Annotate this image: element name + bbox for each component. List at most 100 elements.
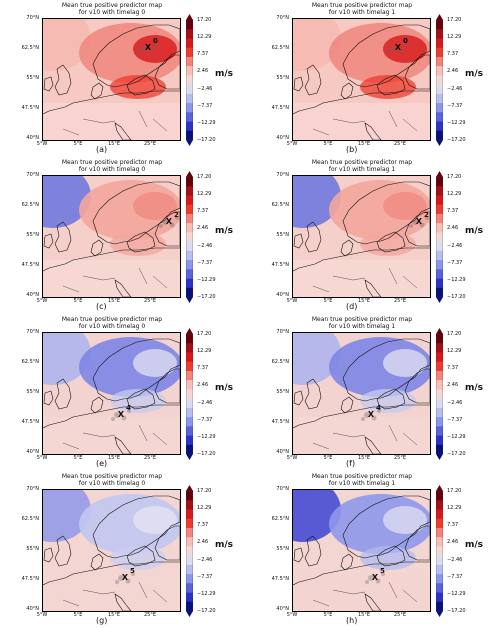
lon-tick-label: 5°W bbox=[36, 298, 48, 304]
lat-tick-label: 62.5°N bbox=[271, 359, 289, 365]
lat-tick-label: 55°N bbox=[26, 389, 39, 395]
lat-tick-label: 47.5°N bbox=[21, 105, 39, 111]
colorbar bbox=[436, 14, 443, 146]
panel-label: (a) bbox=[96, 145, 108, 154]
panel-title-line2: for v10 with timelag 1 bbox=[328, 9, 396, 16]
lat-tick-label: 40°N bbox=[26, 135, 39, 141]
lat-tick-label: 70°N bbox=[276, 486, 289, 492]
colorbar-tick-label: 2.46 bbox=[197, 225, 209, 232]
colorbar-tick-label: −7.37 bbox=[447, 573, 463, 580]
colorbar-tick-label: 17.20 bbox=[197, 331, 212, 337]
panel-title-line2: for v10 with timelag 1 bbox=[328, 323, 396, 330]
panel-title-line1: Mean true positive predictor map bbox=[61, 473, 163, 480]
colorbar-tick-label: 7.37 bbox=[197, 522, 209, 529]
map-area: X 4 bbox=[292, 332, 431, 455]
colorbar bbox=[436, 328, 443, 460]
lat-tick-label: 47.5°N bbox=[271, 262, 289, 268]
colorbar-tick-label: 12.29 bbox=[447, 34, 462, 41]
colorbar-tick-label: −7.37 bbox=[197, 259, 213, 266]
panel-title-line2: for v10 with timelag 0 bbox=[78, 323, 146, 330]
grid-marker-number: 2 bbox=[424, 211, 429, 219]
panel-title-line2: for v10 with timelag 1 bbox=[328, 166, 396, 173]
grid-marker-number: 2 bbox=[174, 211, 179, 219]
colorbar-tick-label: 12.29 bbox=[447, 348, 462, 355]
lon-tick-label: 5°W bbox=[36, 455, 48, 461]
map-area: X 0 bbox=[42, 18, 181, 141]
map-area: X 2 bbox=[292, 175, 431, 298]
lat-tick-label: 47.5°N bbox=[21, 262, 39, 268]
lat-tick-label: 70°N bbox=[26, 172, 39, 178]
lat-tick-label: 70°N bbox=[26, 329, 39, 335]
lat-tick-label: 62.5°N bbox=[21, 359, 39, 365]
panel-title-line1: Mean true positive predictor map bbox=[61, 159, 163, 166]
lon-tick-label: 5°W bbox=[286, 141, 298, 147]
colorbar bbox=[186, 485, 193, 617]
lon-tick-label: 5°E bbox=[73, 612, 83, 618]
map-canvas: X 5 bbox=[293, 490, 430, 611]
grid-marker-number: 5 bbox=[130, 567, 135, 575]
map-area: X 4 bbox=[42, 332, 181, 455]
colorbar-tick-label: 7.37 bbox=[197, 208, 209, 215]
lon-tick-label: 25°E bbox=[143, 612, 157, 618]
colorbar-tick-label: −17.20 bbox=[447, 137, 466, 143]
colorbar-tick-label: −12.29 bbox=[447, 433, 466, 440]
colorbar-tick-label: 17.20 bbox=[197, 17, 212, 23]
map-panel-b: Mean true positive predictor map for v10 … bbox=[262, 2, 500, 157]
panel-title-line2: for v10 with timelag 0 bbox=[78, 480, 146, 487]
svg-text:X: X bbox=[416, 217, 423, 226]
lon-tick-label: 25°E bbox=[143, 455, 157, 461]
colorbar-tick-label: 17.20 bbox=[447, 17, 462, 23]
lat-tick-label: 55°N bbox=[26, 232, 39, 238]
svg-text:X: X bbox=[145, 43, 152, 52]
lat-tick-label: 40°N bbox=[26, 606, 39, 612]
colorbar-tick-label: 2.46 bbox=[447, 382, 459, 389]
colorbar-tick-label: −2.46 bbox=[197, 85, 213, 92]
lat-tick-label: 47.5°N bbox=[21, 576, 39, 582]
colorbar-tick-label: −17.20 bbox=[197, 451, 216, 457]
colorbar-tick-label: 17.20 bbox=[197, 174, 212, 180]
lon-tick-label: 25°E bbox=[393, 141, 407, 147]
panel-label: (c) bbox=[96, 302, 107, 311]
colorbar-tick-label: −12.29 bbox=[447, 119, 466, 126]
lat-tick-label: 62.5°N bbox=[271, 202, 289, 208]
colorbar-tick-label: 7.37 bbox=[197, 365, 209, 372]
lon-tick-label: 5°W bbox=[286, 612, 298, 618]
lon-tick-label: 25°E bbox=[143, 298, 157, 304]
panel-label: (h) bbox=[346, 616, 358, 625]
colorbar-tick-label: 7.37 bbox=[447, 522, 459, 529]
colorbar-tick-label: −7.37 bbox=[447, 416, 463, 423]
colorbar-unit-label: m/s bbox=[215, 383, 234, 393]
map-panel-g: Mean true positive predictor map for v10 … bbox=[12, 473, 262, 628]
panel-title-line2: for v10 with timelag 1 bbox=[328, 480, 396, 487]
colorbar-tick-label: −2.46 bbox=[447, 399, 463, 406]
lon-tick-label: 25°E bbox=[393, 612, 407, 618]
panel-title-line1: Mean true positive predictor map bbox=[311, 473, 413, 480]
colorbar bbox=[186, 328, 193, 460]
colorbar-tick-label: −12.29 bbox=[197, 590, 216, 597]
map-canvas: X 2 bbox=[43, 176, 180, 297]
lat-tick-label: 62.5°N bbox=[271, 516, 289, 522]
lon-tick-label: 25°E bbox=[393, 298, 407, 304]
colorbar-tick-label: −7.37 bbox=[447, 102, 463, 109]
svg-text:X: X bbox=[395, 43, 402, 52]
map-canvas: X 4 bbox=[43, 333, 180, 454]
colorbar-unit-label: m/s bbox=[215, 540, 234, 550]
map-canvas: X 4 bbox=[293, 333, 430, 454]
colorbar-unit-label: m/s bbox=[465, 540, 484, 550]
map-area: X 0 bbox=[292, 18, 431, 141]
panel-title-line1: Mean true positive predictor map bbox=[311, 316, 413, 323]
lat-tick-label: 55°N bbox=[26, 75, 39, 81]
colorbar-tick-label: 17.20 bbox=[447, 488, 462, 494]
lat-tick-label: 62.5°N bbox=[21, 202, 39, 208]
map-panel-d: Mean true positive predictor map for v10 … bbox=[262, 159, 500, 314]
svg-text:X: X bbox=[166, 217, 173, 226]
colorbar-tick-label: 12.29 bbox=[447, 505, 462, 512]
map-panel-c: Mean true positive predictor map for v10 … bbox=[12, 159, 262, 314]
map-area: X 5 bbox=[292, 489, 431, 612]
lat-tick-label: 47.5°N bbox=[21, 419, 39, 425]
panel-title-line2: for v10 with timelag 0 bbox=[78, 166, 146, 173]
lat-tick-label: 62.5°N bbox=[271, 45, 289, 51]
lat-tick-label: 62.5°N bbox=[21, 516, 39, 522]
lon-tick-label: 15°E bbox=[357, 141, 371, 147]
lon-tick-label: 5°E bbox=[323, 612, 333, 618]
